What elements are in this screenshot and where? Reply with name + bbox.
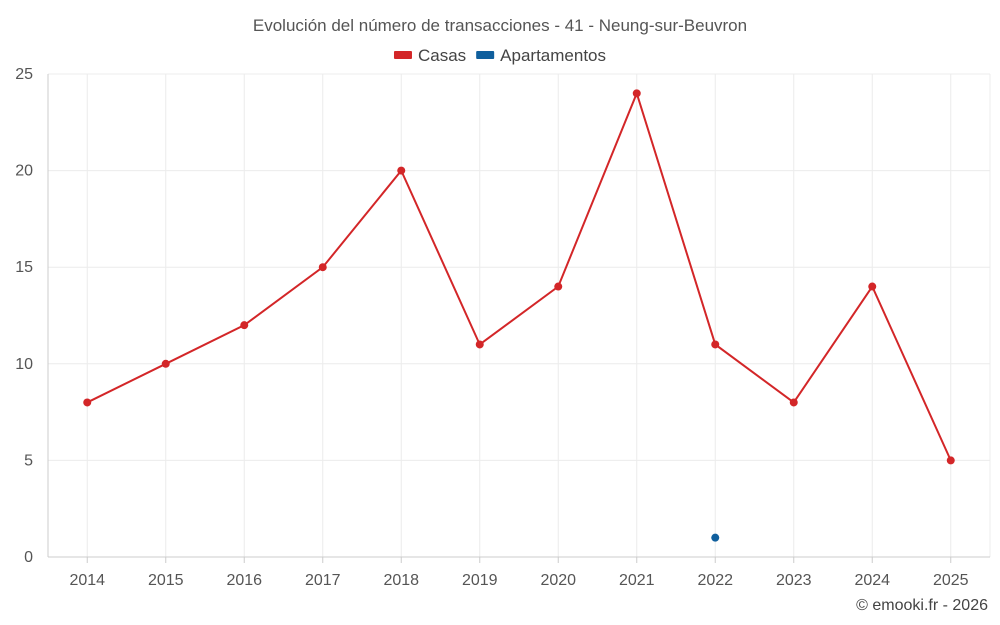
y-axis: 0 5 10 15 20 25 xyxy=(15,66,33,566)
x-tick-label: 2016 xyxy=(226,572,262,589)
x-tick-label: 2019 xyxy=(462,572,498,589)
data-point-casas-2025[interactable] xyxy=(946,456,955,465)
credit: © emooki.fr - 2026 xyxy=(856,597,988,614)
x-axis: 2014 2015 2016 2017 2018 2019 2020 2021 2022 2023… xyxy=(69,557,969,589)
series-line-casas xyxy=(86,90,952,461)
data-point-casas-2023[interactable] xyxy=(789,398,798,407)
x-tick-label: 2024 xyxy=(854,572,890,589)
data-point-casas-2018[interactable] xyxy=(397,166,406,175)
legend-swatch-casas[interactable] xyxy=(393,51,412,59)
y-tick-label: 10 xyxy=(15,356,33,373)
y-tick-label: 5 xyxy=(24,452,33,469)
y-tick-label: 0 xyxy=(24,549,33,566)
legend-label-apartamentos[interactable]: Apartamentos xyxy=(500,46,606,65)
x-tick-label: 2015 xyxy=(148,572,184,589)
legend-swatch-apartamentos[interactable] xyxy=(476,51,495,59)
x-tick-label: 2022 xyxy=(697,572,733,589)
data-point-casas-2024[interactable] xyxy=(868,282,877,291)
x-tick-label: 2018 xyxy=(383,572,419,589)
x-tick-label: 2023 xyxy=(776,572,812,589)
x-tick-label: 2021 xyxy=(619,572,655,589)
data-point-casas-2017[interactable] xyxy=(318,263,327,272)
data-point-casas-2021[interactable] xyxy=(632,89,641,98)
data-point-casas-2014[interactable] xyxy=(83,398,92,407)
data-point-casas-2020[interactable] xyxy=(554,282,563,291)
y-tick-label: 15 xyxy=(15,259,33,276)
series-group xyxy=(83,89,955,542)
x-tick-label: 2014 xyxy=(69,572,105,589)
data-point-casas-2015[interactable] xyxy=(161,359,170,368)
x-tick-label: 2025 xyxy=(933,572,969,589)
data-point-casas-2022[interactable] xyxy=(711,340,720,349)
y-tick-label: 25 xyxy=(15,66,33,83)
data-point-casas-2019[interactable] xyxy=(475,340,484,349)
y-tick-label: 20 xyxy=(15,163,33,180)
x-tick-label: 2017 xyxy=(305,572,341,589)
legend: Casas Apartamentos xyxy=(393,46,606,65)
chart-title: Evolución del número de transacciones - … xyxy=(253,16,747,35)
x-tick-label: 2020 xyxy=(540,572,576,589)
data-point-apartamentos-2022[interactable] xyxy=(711,533,720,542)
legend-label-casas[interactable]: Casas xyxy=(418,46,466,65)
grid xyxy=(47,73,991,558)
data-point-casas-2016[interactable] xyxy=(240,321,249,330)
